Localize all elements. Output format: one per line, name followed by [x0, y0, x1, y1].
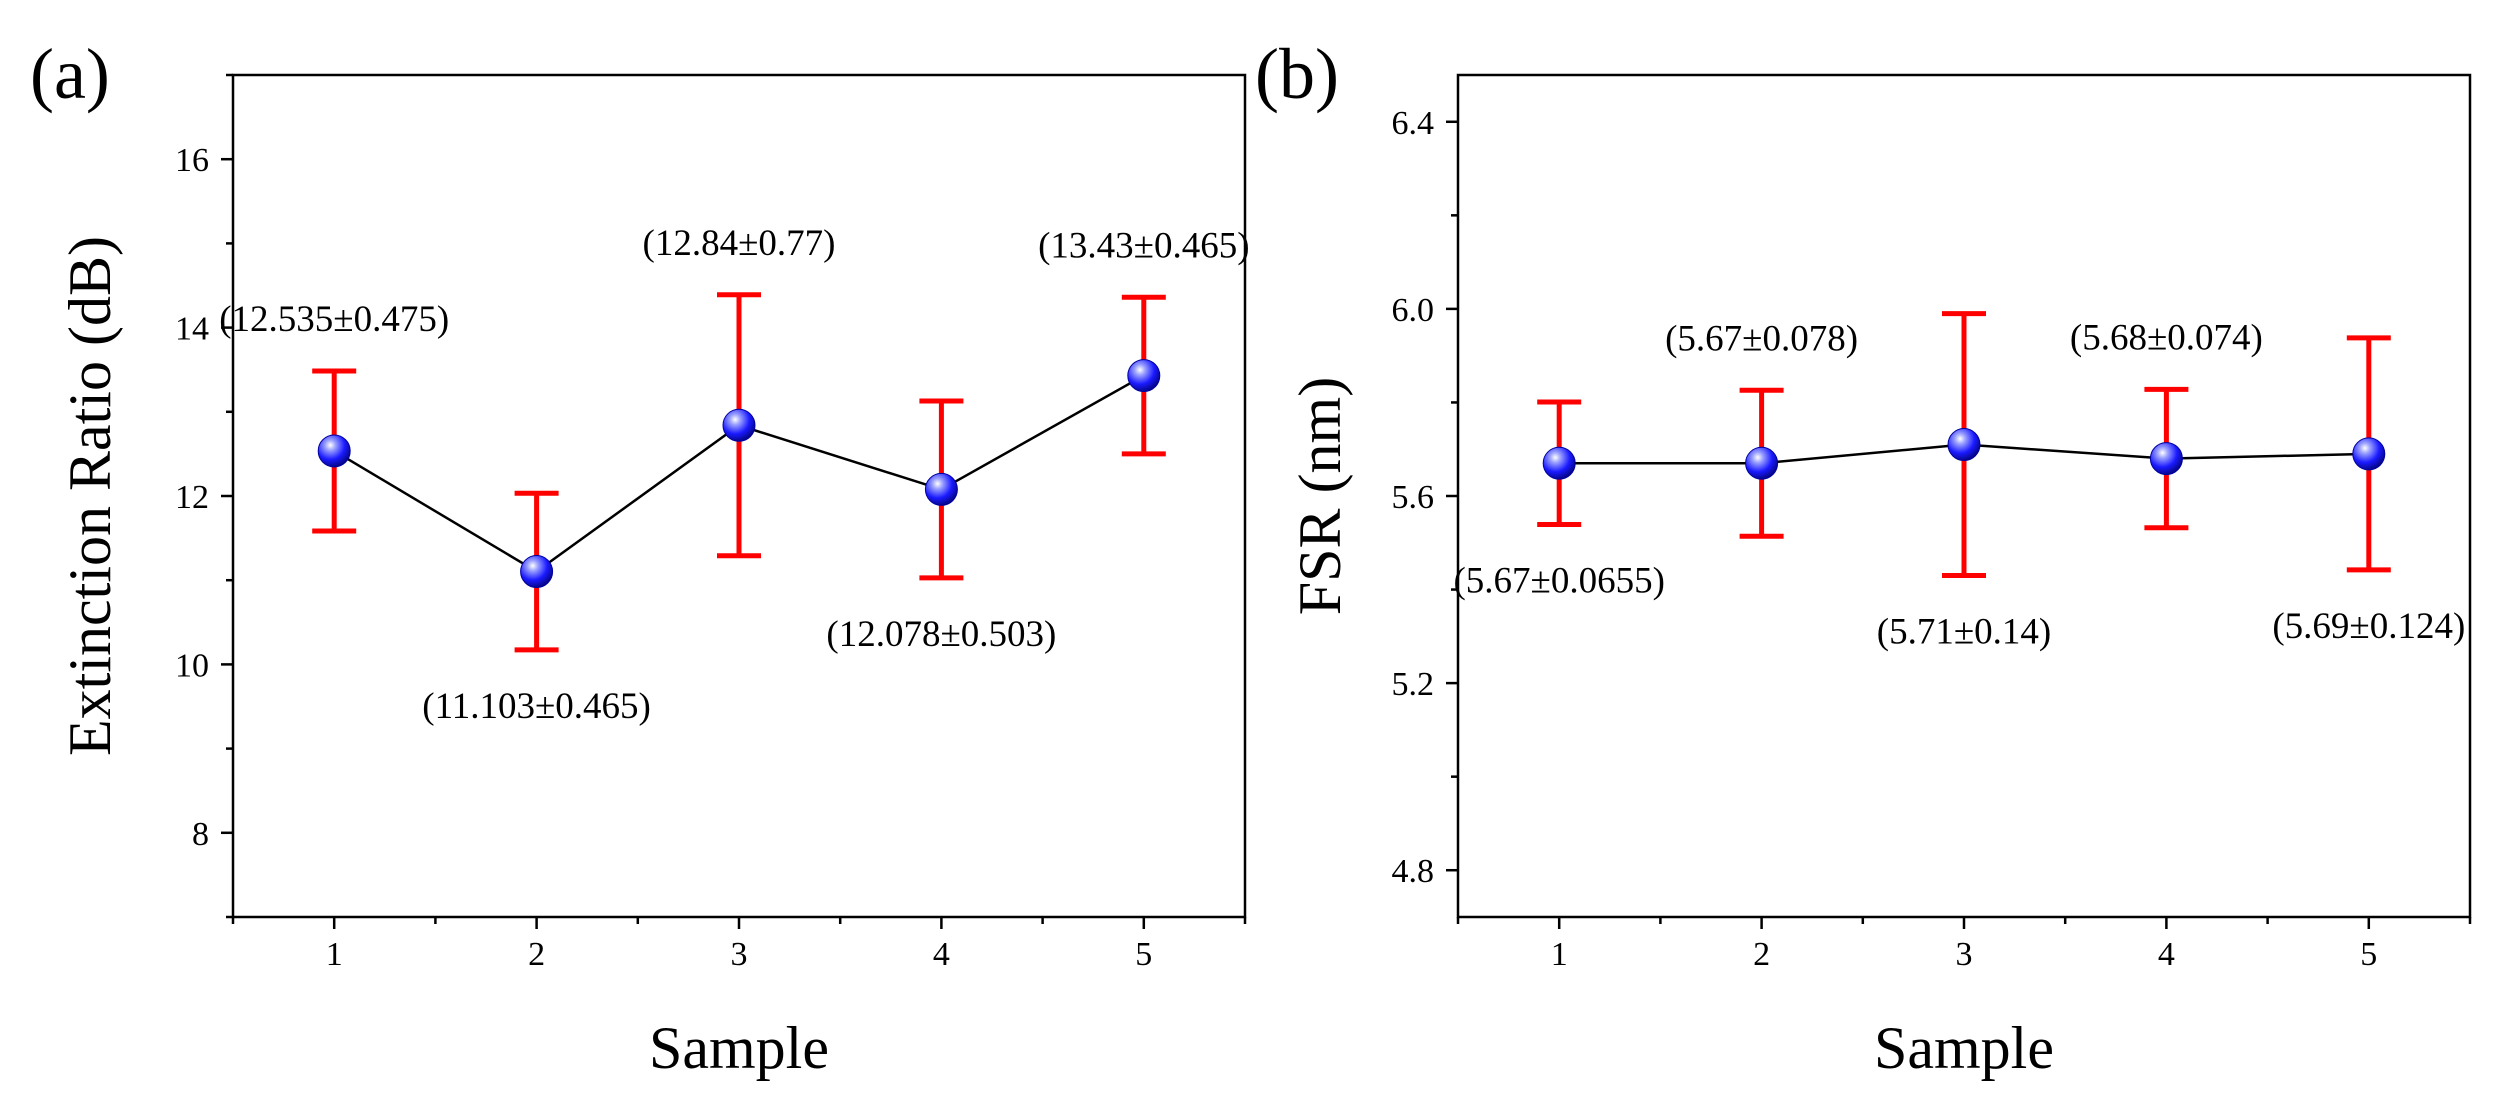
- panel-a-data-point: [520, 555, 554, 589]
- panel-b-y-axis-title: FSR (nm): [1287, 377, 1353, 615]
- panel-b-data-point: [1947, 428, 1981, 462]
- panel-a-ytick-label: 10: [175, 647, 209, 684]
- panel-a-point-labels: (12.535±0.475) (11.103±0.465) (12.84±0.77)…: [219, 223, 1249, 727]
- panel-a-xtick-label: 3: [731, 936, 748, 973]
- panel-b-label: (b): [1255, 34, 1339, 114]
- panel-b-data-label: (5.68±0.074): [2070, 317, 2263, 358]
- panel-b-xtick-label: 4: [2158, 936, 2175, 973]
- panel-a-xtick-labels: 1 2 3 4 5: [326, 936, 1153, 973]
- panel-a-xtick-label: 5: [1135, 936, 1152, 973]
- panel-b-series: [1537, 311, 2391, 579]
- panel-b-data-label: (5.67±0.0655): [1453, 561, 1664, 602]
- panel-a-ticks: [221, 73, 1247, 929]
- panel-a-xtick-label: 2: [528, 936, 545, 973]
- panel-a-data-point: [317, 434, 351, 468]
- panel-a-y-axis-title: Extinction Ratio (dB): [57, 236, 123, 756]
- panel-a-data-point: [1127, 359, 1161, 393]
- panel-a-data-label: (12.84±0.77): [643, 223, 836, 264]
- panel-a-ytick-label: 12: [175, 479, 209, 516]
- panel-b-point-labels: (5.67±0.0655) (5.67±0.078) (5.71±0.14) (5.6…: [1453, 317, 2465, 652]
- panel-a-x-axis-title: Sample: [649, 1015, 829, 1081]
- panel-b-xtick-label: 1: [1551, 936, 1568, 973]
- panel-a-label: (a): [30, 34, 110, 114]
- panel-b-ytick-label: 5.2: [1392, 666, 1435, 703]
- panel-b-xtick-label: 2: [1753, 936, 1770, 973]
- panel-a-ytick-labels: 8 10 12 14 16: [175, 142, 209, 853]
- panel-b-xtick-labels: 1 2 3 4 5: [1551, 936, 2378, 973]
- panel-b-data-point: [1542, 446, 1576, 480]
- panel-a-data-label: (13.43±0.465): [1038, 225, 1249, 266]
- panel-b-data-label: (5.71±0.14): [1877, 612, 2051, 653]
- panel-a-data-point: [722, 408, 756, 442]
- panel-a-xtick-label: 1: [326, 936, 343, 973]
- panel-b-ytick-label: 4.8: [1392, 853, 1435, 890]
- panel-a-ytick-label: 8: [192, 816, 209, 853]
- panel-b-data-point: [1745, 446, 1779, 480]
- panel-b-ytick-labels: 4.8 5.2 5.6 6.0 6.4: [1392, 105, 1435, 890]
- panel-a-ytick-label: 16: [175, 142, 209, 179]
- panel-a-data-label: (12.078±0.503): [826, 614, 1056, 655]
- panel-b-ytick-label: 6.4: [1392, 105, 1435, 142]
- panel-b-xtick-label: 5: [2360, 936, 2377, 973]
- panel-a-xtick-label: 4: [933, 936, 950, 973]
- panel-b-ytick-label: 5.6: [1392, 479, 1435, 516]
- panel-b-data-point: [2149, 442, 2183, 476]
- panel-a-data-label: (11.103±0.465): [422, 686, 651, 727]
- panel-a-series: [312, 292, 1166, 653]
- panel-b-x-axis-title: Sample: [1874, 1015, 2054, 1081]
- panel-a-data-label: (12.535±0.475): [219, 299, 449, 340]
- panel-a-data-point: [924, 472, 958, 506]
- panel-b-data-label: (5.67±0.078): [1665, 318, 1858, 359]
- panel-a-ytick-label: 14: [175, 311, 209, 348]
- panel-b-xtick-label: 3: [1956, 936, 1973, 973]
- panel-b-data-label: (5.69±0.124): [2272, 606, 2465, 647]
- panel-b-data-point: [2352, 437, 2386, 471]
- panel-b-ytick-label: 6.0: [1392, 292, 1435, 329]
- panel-b-ticks: [1446, 120, 2472, 929]
